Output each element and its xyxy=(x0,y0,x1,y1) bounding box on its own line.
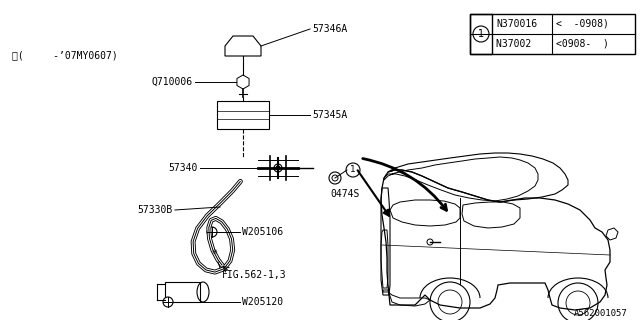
Text: 1: 1 xyxy=(478,29,484,39)
Text: 1: 1 xyxy=(350,165,356,174)
Text: ※: ※ xyxy=(211,249,217,255)
Text: N37002: N37002 xyxy=(496,39,537,49)
Text: 57345A: 57345A xyxy=(312,110,348,120)
Text: ※(     -’07MY0607): ※( -’07MY0607) xyxy=(12,50,118,60)
Text: Q710006: Q710006 xyxy=(152,77,193,87)
Circle shape xyxy=(207,227,217,237)
Text: 57340: 57340 xyxy=(168,163,198,173)
Text: 57330B: 57330B xyxy=(138,205,173,215)
Text: W205106: W205106 xyxy=(242,227,283,237)
Text: <  -0908): < -0908) xyxy=(556,19,609,29)
Text: <0908-  ): <0908- ) xyxy=(556,39,609,49)
Text: W205120: W205120 xyxy=(242,297,283,307)
Text: FIG.562-1,3: FIG.562-1,3 xyxy=(222,270,287,280)
Bar xyxy=(165,282,200,302)
Text: A562001057: A562001057 xyxy=(574,309,628,318)
Bar xyxy=(470,14,492,54)
Circle shape xyxy=(274,164,282,172)
Text: N370016: N370016 xyxy=(496,19,537,29)
Bar xyxy=(470,14,635,54)
Circle shape xyxy=(163,297,173,307)
Text: 0474S: 0474S xyxy=(330,189,360,199)
Circle shape xyxy=(276,166,280,170)
Text: 57346A: 57346A xyxy=(312,24,348,34)
Bar xyxy=(217,101,269,129)
